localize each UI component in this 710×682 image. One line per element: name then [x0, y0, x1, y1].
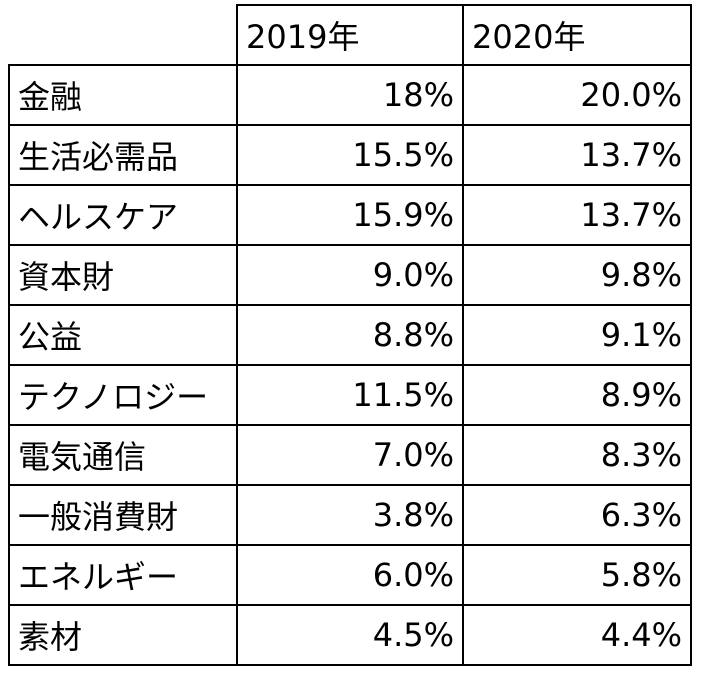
table-row: ヘルスケア 15.9% 13.7%	[8, 184, 692, 246]
value-2020: 4.4%	[462, 604, 692, 666]
table-row: テクノロジー 11.5% 8.9%	[8, 364, 692, 426]
value-2020: 5.8%	[462, 544, 692, 606]
table-row: 資本財 9.0% 9.8%	[8, 244, 692, 306]
row-label: 素材	[8, 604, 238, 666]
row-label: 電気通信	[8, 424, 238, 486]
value-2019: 8.8%	[236, 304, 464, 366]
row-label: 資本財	[8, 244, 238, 306]
value-2020: 9.1%	[462, 304, 692, 366]
value-2020: 8.9%	[462, 364, 692, 426]
row-label: ヘルスケア	[8, 184, 238, 246]
table-row: 一般消費財 3.8% 6.3%	[8, 484, 692, 546]
value-2020: 20.0%	[462, 64, 692, 126]
row-label: 一般消費財	[8, 484, 238, 546]
table-row: 生活必需品 15.5% 13.7%	[8, 124, 692, 186]
sector-weight-table: 2019年 2020年 金融 18% 20.0% 生活必需品 15.5% 13.7% ヘルス…	[8, 4, 692, 666]
value-2020: 6.3%	[462, 484, 692, 546]
value-2019: 4.5%	[236, 604, 464, 666]
value-2019: 11.5%	[236, 364, 464, 426]
row-label: テクノロジー	[8, 364, 238, 426]
value-2019: 7.0%	[236, 424, 464, 486]
value-2019: 3.8%	[236, 484, 464, 546]
row-label: 生活必需品	[8, 124, 238, 186]
value-2019: 15.5%	[236, 124, 464, 186]
table-row: 公益 8.8% 9.1%	[8, 304, 692, 366]
value-2019: 6.0%	[236, 544, 464, 606]
table-row: 金融 18% 20.0%	[8, 64, 692, 126]
value-2020: 13.7%	[462, 124, 692, 186]
corner-cell	[9, 5, 238, 66]
table-body: 2019年 2020年 金融 18% 20.0% 生活必需品 15.5% 13.7% ヘルス…	[8, 4, 692, 666]
value-2020: 13.7%	[462, 184, 692, 246]
column-header-2019: 2019年	[236, 4, 464, 66]
table-row: 電気通信 7.0% 8.3%	[8, 424, 692, 486]
row-label: 公益	[8, 304, 238, 366]
table-row: エネルギー 6.0% 5.8%	[8, 544, 692, 606]
column-header-2020: 2020年	[462, 4, 692, 66]
row-label: 金融	[8, 64, 238, 126]
value-2020: 9.8%	[462, 244, 692, 306]
table-row: 素材 4.5% 4.4%	[8, 604, 692, 666]
value-2019: 9.0%	[236, 244, 464, 306]
value-2019: 15.9%	[236, 184, 464, 246]
value-2020: 8.3%	[462, 424, 692, 486]
value-2019: 18%	[236, 64, 464, 126]
row-label: エネルギー	[8, 544, 238, 606]
header-row: 2019年 2020年	[9, 4, 692, 66]
